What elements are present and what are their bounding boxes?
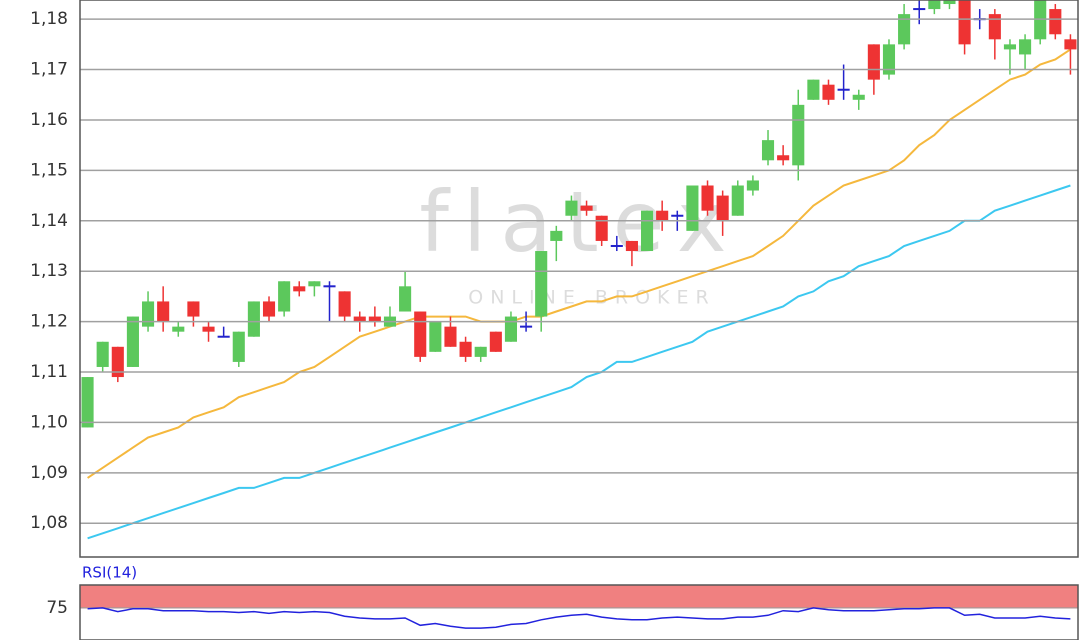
candle-body: [368, 316, 381, 322]
candle-body: [943, 0, 956, 5]
candle-body: [141, 301, 155, 327]
candle-body: [595, 215, 608, 241]
candle-body: [913, 8, 926, 11]
candle-body: [1049, 9, 1062, 35]
y-tick-label: 1,18: [30, 9, 68, 29]
candle-body: [777, 155, 790, 161]
candle-body: [535, 251, 548, 317]
plot-area: [80, 585, 1078, 629]
plot-frame: [79, 0, 1079, 558]
candle-body: [459, 341, 472, 357]
candle-body: [429, 321, 442, 352]
candle-body: [81, 377, 94, 428]
y-tick-label: 1,13: [30, 261, 68, 281]
candle-body: [671, 214, 684, 217]
watermark: flatex ONLINE BROKER: [419, 173, 740, 309]
y-tick-label: 1,15: [30, 160, 68, 180]
y-tick-label: 1,17: [30, 60, 68, 80]
candle-body: [580, 205, 593, 211]
candle-body: [444, 326, 457, 347]
candle-body: [610, 244, 623, 247]
candle-body: [157, 301, 170, 322]
y-tick-label: 1,08: [30, 513, 68, 533]
candle-body: [217, 335, 230, 338]
candle-body: [867, 44, 880, 80]
candle-body: [928, 0, 941, 10]
candle-body: [565, 200, 578, 216]
candle-body: [822, 84, 835, 100]
watermark-logo: flatex: [419, 173, 740, 271]
candle-body: [701, 185, 714, 211]
candle-body: [323, 285, 336, 288]
rsi-title: RSI(14): [82, 564, 137, 582]
moving-average-line: [87, 48, 1071, 479]
candle-body: [898, 14, 911, 45]
y-tick-label: 75: [46, 598, 68, 618]
candle-body: [625, 240, 638, 252]
candle-body: [187, 301, 200, 317]
candle-body: [837, 88, 850, 91]
candle-body: [172, 326, 185, 332]
candle-body: [126, 316, 139, 367]
y-tick-label: 1,10: [30, 412, 68, 432]
candle-body: [96, 341, 109, 367]
y-tick-label: 1,11: [30, 362, 68, 382]
candle-body: [731, 185, 744, 216]
candle-body: [686, 185, 699, 231]
candle-body: [1019, 39, 1032, 55]
candle-body: [247, 301, 260, 337]
candle-body: [202, 326, 215, 332]
candle-body: [262, 301, 276, 317]
candle-body: [338, 291, 351, 317]
candle-body: [293, 286, 306, 292]
candle-body: [550, 230, 563, 241]
candle-body: [656, 210, 669, 221]
candle-body: [761, 140, 775, 161]
candle-body: [278, 281, 291, 312]
plot-frame: [79, 584, 1079, 640]
candle-body: [1003, 44, 1017, 50]
moving-average-line: [87, 184, 1071, 540]
candle-body: [852, 94, 865, 100]
candle-body: [807, 79, 820, 100]
candle-body: [308, 281, 321, 287]
candle-body: [1064, 39, 1077, 50]
candle-body: [353, 316, 366, 322]
candle-body: [504, 316, 518, 342]
plot-area: flatex ONLINE BROKER: [81, 0, 1077, 540]
rsi-line: [87, 607, 1071, 629]
candle-body: [746, 180, 759, 191]
y-tick-label: 1,12: [30, 312, 68, 332]
candle-body: [111, 346, 124, 378]
y-tick-label: 1,09: [30, 463, 68, 483]
candle-body: [988, 14, 1001, 40]
candle-body: [474, 346, 487, 357]
watermark-tagline: ONLINE BROKER: [468, 287, 715, 309]
candle-body: [958, 0, 971, 45]
candle-body: [640, 210, 654, 252]
candle-body: [716, 195, 729, 221]
candle-body: [792, 104, 805, 166]
candle-body: [414, 311, 427, 357]
overbought-band: [80, 585, 1078, 609]
candle-body: [489, 331, 502, 352]
y-tick-label: 1,14: [30, 211, 68, 231]
candle-body: [882, 44, 896, 75]
candle-body: [520, 325, 533, 328]
candle-body: [232, 331, 245, 362]
y-tick-label: 1,16: [30, 110, 68, 130]
candle-body: [399, 286, 412, 312]
